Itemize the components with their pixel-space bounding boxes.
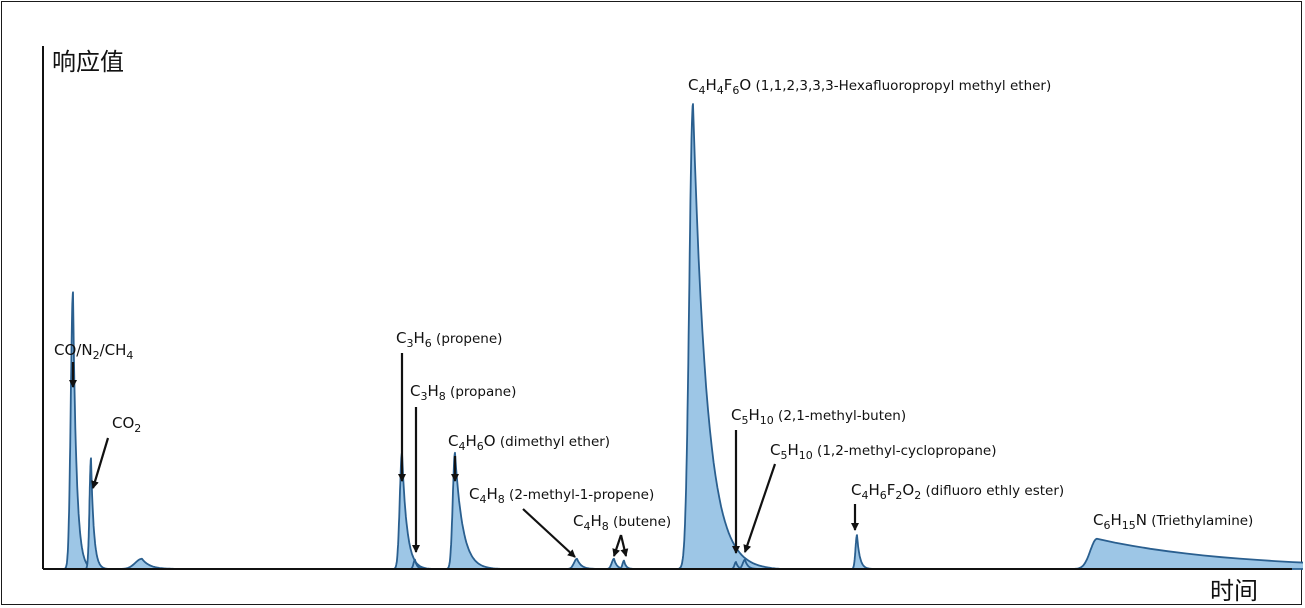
peak-butene-b	[616, 559, 639, 570]
peak-label-hexafluoropropyl-methyl-ether: C4H4F6O (1,1,2,3,3,3-Hexafluoropropyl me…	[688, 76, 1051, 97]
arrow-co2	[91, 437, 110, 489]
peak-hexafluoropropyl-methyl-ether	[674, 103, 784, 570]
arrow-2-methyl-1-propene	[522, 508, 576, 558]
peak-label-triethylamine: C6H15N (Triethylamine)	[1093, 511, 1253, 532]
peak-label-butene-a: C4H8 (butene)	[573, 512, 671, 533]
y-axis-title: 响应值	[52, 48, 124, 76]
peak-dimethyl-ether	[443, 451, 506, 570]
peak-label-difluoro-ethly-ester: C4H6F2O2 (difluoro ethly ester)	[851, 481, 1064, 502]
peak-2-methyl-1-propene	[562, 557, 605, 570]
plot-area	[61, 103, 1303, 570]
peak-label-dimethyl-ether: C4H6O (dimethyl ether)	[448, 432, 610, 453]
arrow-butene-a	[612, 534, 623, 557]
peak-label-2-methyl-1-propene: C4H8 (2-methyl-1-propene)	[469, 485, 654, 506]
peak-label-propene: C3H6 (propene)	[396, 329, 502, 350]
peak-label-co2: CO2	[112, 414, 141, 435]
peak-difluoro-ethly-ester	[849, 534, 876, 570]
peak-triethylamine	[1064, 537, 1303, 570]
peak-unlabeled-1	[109, 557, 193, 570]
peak-label-co-n2-ch4: CO/N2/CH4	[54, 341, 133, 362]
annotation-arrows	[69, 353, 859, 558]
x-axis-title: 时间	[1210, 577, 1258, 605]
arrow-1-2-methyl-cyclopropane	[743, 463, 777, 553]
peak-labels: CO/N2/CH4 CO2 C3H6 (propene) C3H8 (propane)…	[54, 76, 1253, 533]
peak-label-1-2-methyl-cyclopropane: C5H10 (1,2-methyl-cyclopropane)	[770, 441, 996, 462]
peak-label-propane: C3H8 (propane)	[410, 382, 516, 403]
peak-propene	[390, 451, 435, 570]
peak-label-2-1-methyl-buten: C5H10 (2,1-methyl-buten)	[731, 406, 906, 427]
arrow-butene-a-1	[619, 534, 629, 557]
